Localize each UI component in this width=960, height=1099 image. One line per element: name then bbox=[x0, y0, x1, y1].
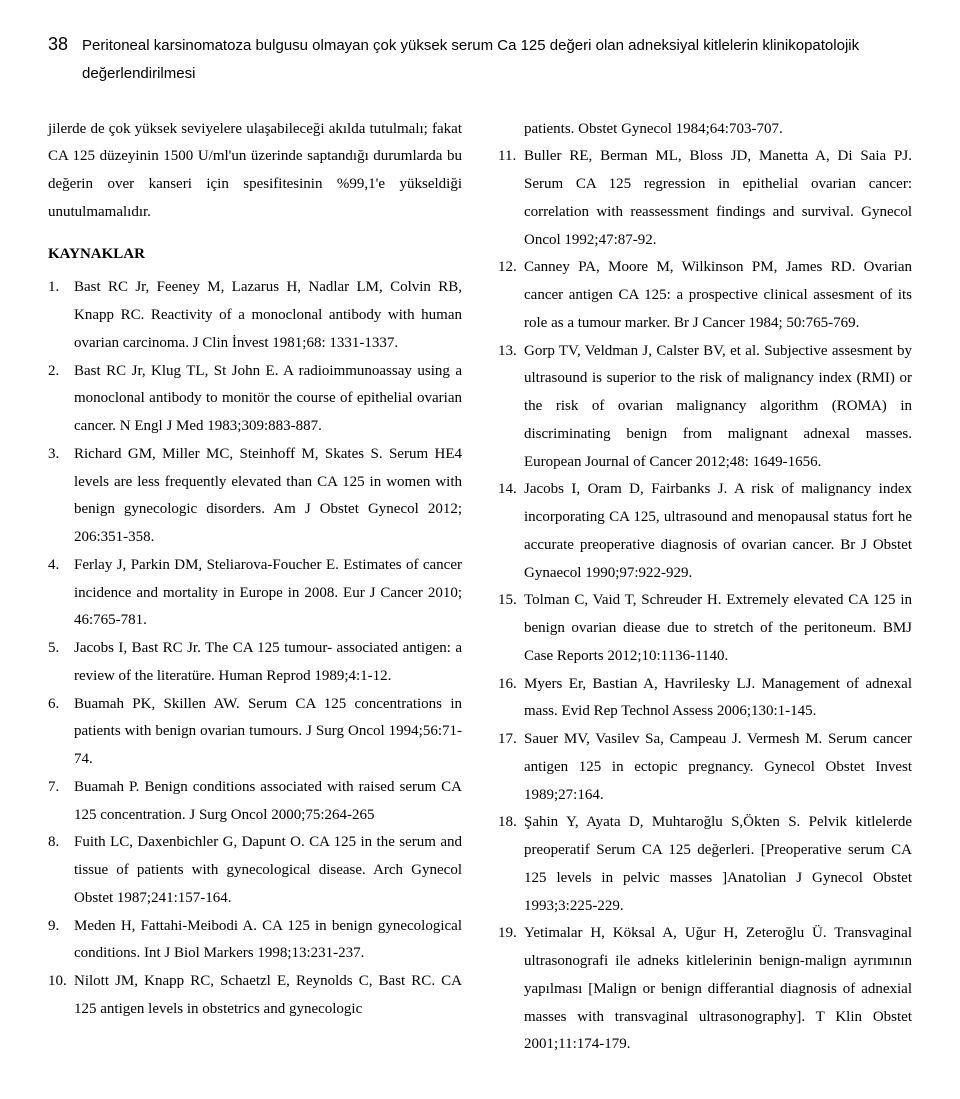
reference-item: Jacobs I, Bast RC Jr. The CA 125 tumour-… bbox=[48, 635, 462, 691]
reference-item: Ferlay J, Parkin DM, Steliarova-Foucher … bbox=[48, 552, 462, 635]
reference-item: Şahin Y, Ayata D, Muhtaroğlu S,Ökten S. … bbox=[498, 809, 912, 920]
reference-item: Yetimalar H, Köksal A, Uğur H, Zeteroğlu… bbox=[498, 920, 912, 1059]
reference-item: Tolman C, Vaid T, Schreuder H. Extremely… bbox=[498, 587, 912, 670]
reference-item: Bast RC Jr, Feeney M, Lazarus H, Nadlar … bbox=[48, 274, 462, 357]
reference-item: Buller RE, Berman ML, Bloss JD, Manetta … bbox=[498, 143, 912, 254]
reference-item: Canney PA, Moore M, Wilkinson PM, James … bbox=[498, 254, 912, 337]
references-heading: KAYNAKLAR bbox=[48, 241, 462, 269]
reference-item: Jacobs I, Oram D, Fairbanks J. A risk of… bbox=[498, 476, 912, 587]
reference-item: Fuith LC, Daxenbichler G, Dapunt O. CA 1… bbox=[48, 829, 462, 912]
reference-item: Richard GM, Miller MC, Steinhoff M, Skat… bbox=[48, 441, 462, 552]
reference-item: Buamah P. Benign conditions associated w… bbox=[48, 774, 462, 830]
reference-item: Myers Er, Bastian A, Havrilesky LJ. Mana… bbox=[498, 671, 912, 727]
reference-item: Sauer MV, Vasilev Sa, Campeau J. Vermesh… bbox=[498, 726, 912, 809]
intro-paragraph: jilerde de çok yüksek seviyelere ulaşabi… bbox=[48, 116, 462, 227]
running-title: Peritoneal karsinomatoza bulgusu olmayan… bbox=[82, 32, 912, 88]
right-column: patients. Obstet Gynecol 1984;64:703-707… bbox=[498, 116, 912, 1060]
references-list-right: Buller RE, Berman ML, Bloss JD, Manetta … bbox=[498, 143, 912, 1059]
reference-continuation: patients. Obstet Gynecol 1984;64:703-707… bbox=[498, 116, 912, 144]
left-column: jilerde de çok yüksek seviyelere ulaşabi… bbox=[48, 116, 462, 1060]
page-number: 38 bbox=[48, 28, 68, 61]
two-column-layout: jilerde de çok yüksek seviyelere ulaşabi… bbox=[48, 116, 912, 1060]
references-list-left: Bast RC Jr, Feeney M, Lazarus H, Nadlar … bbox=[48, 274, 462, 1023]
reference-item: Buamah PK, Skillen AW. Serum CA 125 conc… bbox=[48, 691, 462, 774]
reference-item: Gorp TV, Veldman J, Calster BV, et al. S… bbox=[498, 338, 912, 477]
reference-item: Nilott JM, Knapp RC, Schaetzl E, Reynold… bbox=[48, 968, 462, 1024]
reference-item: Bast RC Jr, Klug TL, St John E. A radioi… bbox=[48, 358, 462, 441]
reference-item: Meden H, Fattahi-Meibodi A. CA 125 in be… bbox=[48, 913, 462, 969]
page-header: 38 Peritoneal karsinomatoza bulgusu olma… bbox=[48, 28, 912, 88]
